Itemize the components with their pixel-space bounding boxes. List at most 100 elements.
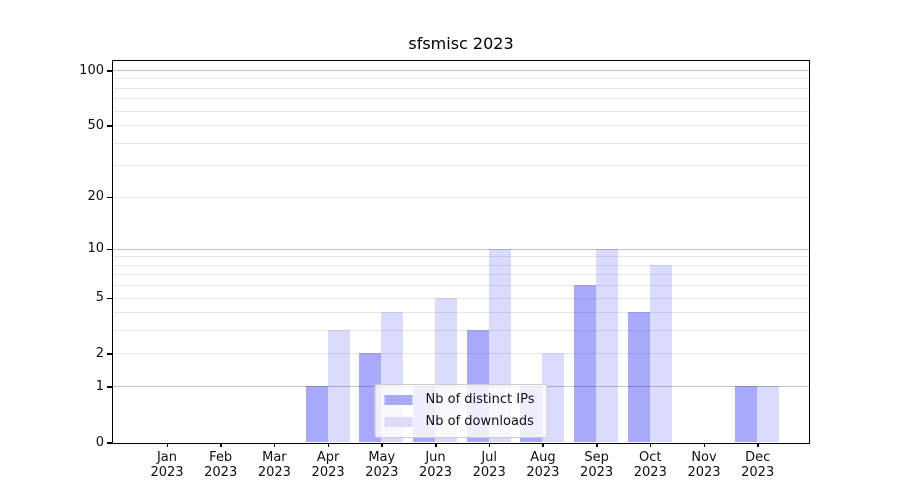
gridline-minor-4 [113, 312, 809, 314]
legend-swatch-downloads-icon [384, 416, 413, 427]
x-tick-label-sep: Sep 2023 [565, 450, 629, 480]
x-tick-month-text: Jan [156, 450, 178, 465]
gridline-minor-3 [113, 330, 809, 332]
y-tick-label-2: 2 [95, 345, 104, 361]
gridline-minor-50 [113, 125, 809, 127]
x-tick-year-text: 2023 [365, 465, 399, 480]
bar-downloads-sep [596, 248, 619, 442]
x-tick-year-text: 2023 [741, 465, 775, 480]
legend-item-distinct-ips: Nb of distinct IPs [384, 392, 535, 407]
x-tick-month-text: Aug [530, 450, 556, 465]
gridline-minor-80 [113, 87, 809, 89]
x-tick-month-text: Jun [425, 450, 446, 465]
bar-downloads-aug [542, 353, 565, 442]
x-tick-mark-apr [327, 443, 330, 447]
y-tick-label-5: 5 [95, 290, 104, 306]
x-tick-mark-dec [757, 443, 759, 447]
x-tick-month-text: Nov [691, 450, 717, 465]
gridline-minor-20 [113, 196, 809, 198]
y-tick-label-50: 50 [87, 117, 104, 133]
y-tick-mark-0 [107, 442, 112, 444]
x-tick-month-text: Sep [584, 450, 609, 465]
x-tick-year-text: 2023 [526, 465, 560, 480]
x-tick-label-apr: Apr 2023 [296, 450, 360, 480]
x-tick-mark-sep [596, 443, 598, 447]
plot-area: Nb of distinct IPs Nb of downloads [112, 60, 810, 444]
x-tick-label-jul: Jul 2023 [457, 450, 521, 480]
y-tick-mark-100 [107, 70, 112, 72]
x-tick-mark-may [381, 443, 383, 447]
x-tick-label-jan: Jan 2023 [135, 450, 199, 480]
x-tick-year-text: 2023 [633, 465, 667, 480]
y-tick-mark-50 [107, 125, 112, 127]
x-tick-mark-oct [649, 443, 652, 447]
y-tick-label-0: 0 [95, 434, 104, 450]
legend: Nb of distinct IPs Nb of downloads [374, 384, 548, 438]
x-tick-month-text: Mar [262, 450, 287, 465]
x-tick-month-text: May [368, 450, 396, 465]
x-tick-mark-jul [488, 443, 491, 447]
y-tick-mark-5 [107, 297, 112, 300]
x-tick-mark-mar [273, 443, 276, 447]
x-tick-year-text: 2023 [204, 465, 238, 480]
x-tick-year-text: 2023 [311, 465, 345, 480]
bar-distinct-ips-oct [627, 312, 650, 442]
y-tick-label-10: 10 [87, 241, 104, 257]
x-tick-label-may: May 2023 [350, 450, 414, 480]
gridline-minor-90 [113, 78, 809, 80]
gridline-minor-8 [113, 264, 809, 266]
x-tick-label-feb: Feb 2023 [189, 450, 253, 480]
gridline-minor-60 [113, 110, 809, 112]
x-tick-label-jun: Jun 2023 [404, 450, 468, 480]
gridline-minor-70 [113, 98, 809, 100]
legend-label-downloads: Nb of downloads [425, 414, 534, 429]
gridline-minor-7 [113, 274, 809, 276]
legend-swatch-distinct-ips-icon [384, 394, 413, 405]
gridline-minor-2 [113, 353, 809, 355]
legend-label-distinct-ips: Nb of distinct IPs [425, 392, 535, 407]
x-tick-year-text: 2023 [257, 465, 291, 480]
bar-distinct-ips-dec [735, 386, 758, 442]
x-tick-label-nov: Nov 2023 [672, 450, 736, 480]
gridline-minor-6 [113, 285, 809, 287]
chart-title: sfsmisc 2023 [408, 34, 514, 53]
x-tick-month-text: Dec [745, 450, 771, 465]
y-tick-label-100: 100 [79, 62, 104, 78]
x-tick-label-dec: Dec 2023 [726, 450, 790, 480]
x-tick-mark-aug [542, 443, 544, 447]
y-tick-mark-20 [107, 196, 112, 199]
x-tick-label-mar: Mar 2023 [242, 450, 306, 480]
bar-downloads-oct [649, 264, 672, 442]
gridline-minor-40 [113, 142, 809, 144]
x-tick-month-text: Feb [209, 450, 233, 465]
legend-item-downloads: Nb of downloads [384, 414, 535, 429]
bar-downloads-dec [757, 386, 780, 442]
x-tick-label-oct: Oct 2023 [618, 450, 682, 480]
gridline-minor-5 [113, 297, 809, 299]
x-tick-mark-feb [220, 443, 222, 447]
x-tick-month-text: Jul [481, 450, 498, 465]
gridline-minor-9 [113, 256, 809, 258]
x-tick-year-text: 2023 [580, 465, 614, 480]
y-tick-mark-2 [107, 353, 112, 355]
y-tick-label-20: 20 [87, 189, 104, 205]
bar-downloads-apr [327, 330, 350, 442]
x-tick-year-text: 2023 [150, 465, 184, 480]
bar-distinct-ips-apr [305, 386, 328, 442]
x-tick-month-text: Oct [639, 450, 662, 465]
x-tick-month-text: Apr [316, 450, 340, 465]
x-tick-label-aug: Aug 2023 [511, 450, 575, 480]
gridline-major-10 [113, 248, 809, 250]
y-tick-label-1: 1 [95, 378, 104, 394]
x-tick-year-text: 2023 [472, 465, 506, 480]
gridline-major-100 [113, 70, 809, 71]
x-tick-year-text: 2023 [687, 465, 721, 480]
y-tick-mark-1 [107, 386, 112, 388]
bar-distinct-ips-sep [574, 285, 597, 442]
x-tick-mark-nov [703, 443, 705, 447]
gridline-minor-30 [113, 165, 809, 167]
y-tick-mark-10 [107, 248, 112, 251]
x-tick-mark-jan [166, 443, 168, 447]
x-tick-mark-jun [435, 443, 437, 447]
